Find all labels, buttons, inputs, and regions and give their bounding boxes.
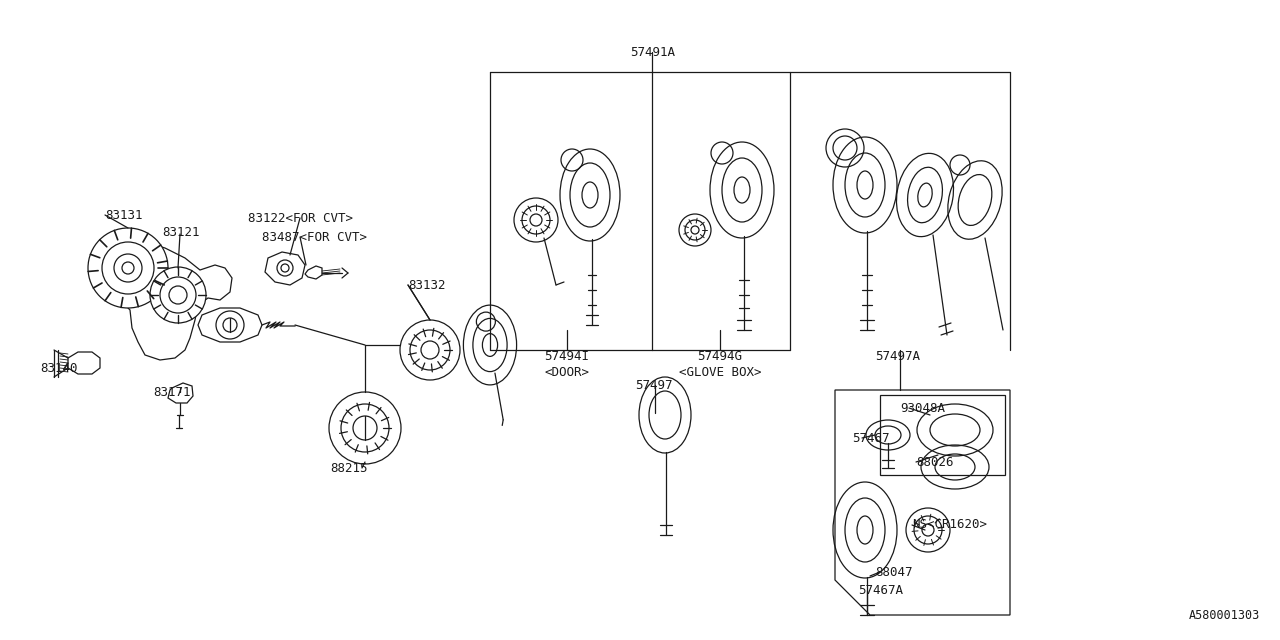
Circle shape bbox=[88, 228, 168, 308]
Text: 83122<FOR CVT>: 83122<FOR CVT> bbox=[248, 211, 353, 225]
Text: 83132: 83132 bbox=[408, 278, 445, 291]
Circle shape bbox=[276, 260, 293, 276]
Text: NS<CR1620>: NS<CR1620> bbox=[913, 518, 987, 531]
Circle shape bbox=[906, 508, 950, 552]
Text: 57497A: 57497A bbox=[876, 349, 920, 362]
Circle shape bbox=[150, 267, 206, 323]
Polygon shape bbox=[68, 352, 100, 374]
Text: 88215: 88215 bbox=[330, 461, 367, 474]
Text: 88026: 88026 bbox=[916, 456, 954, 468]
Text: 93048A: 93048A bbox=[900, 401, 945, 415]
Circle shape bbox=[216, 311, 244, 339]
Polygon shape bbox=[198, 308, 262, 342]
Polygon shape bbox=[108, 242, 232, 360]
Polygon shape bbox=[305, 266, 323, 279]
Circle shape bbox=[515, 198, 558, 242]
Text: 83121: 83121 bbox=[163, 225, 200, 239]
Circle shape bbox=[401, 320, 460, 380]
Text: 83487<FOR CVT>: 83487<FOR CVT> bbox=[262, 230, 367, 243]
Text: 83140: 83140 bbox=[40, 362, 78, 374]
Circle shape bbox=[678, 214, 710, 246]
Text: <DOOR>: <DOOR> bbox=[544, 365, 590, 378]
Text: 57467A: 57467A bbox=[858, 584, 902, 596]
Text: 88047: 88047 bbox=[876, 566, 913, 579]
Polygon shape bbox=[265, 252, 305, 285]
Text: 57494G: 57494G bbox=[698, 349, 742, 362]
Text: 57497: 57497 bbox=[635, 378, 672, 392]
Text: 57467: 57467 bbox=[852, 431, 890, 445]
Text: <GLOVE BOX>: <GLOVE BOX> bbox=[678, 365, 762, 378]
Text: 83171: 83171 bbox=[154, 385, 191, 399]
Text: 57494I: 57494I bbox=[544, 349, 590, 362]
Text: 83131: 83131 bbox=[105, 209, 142, 221]
Text: 57491A: 57491A bbox=[630, 45, 675, 58]
Polygon shape bbox=[168, 383, 193, 403]
Circle shape bbox=[329, 392, 401, 464]
Text: A580001303: A580001303 bbox=[1189, 609, 1260, 622]
